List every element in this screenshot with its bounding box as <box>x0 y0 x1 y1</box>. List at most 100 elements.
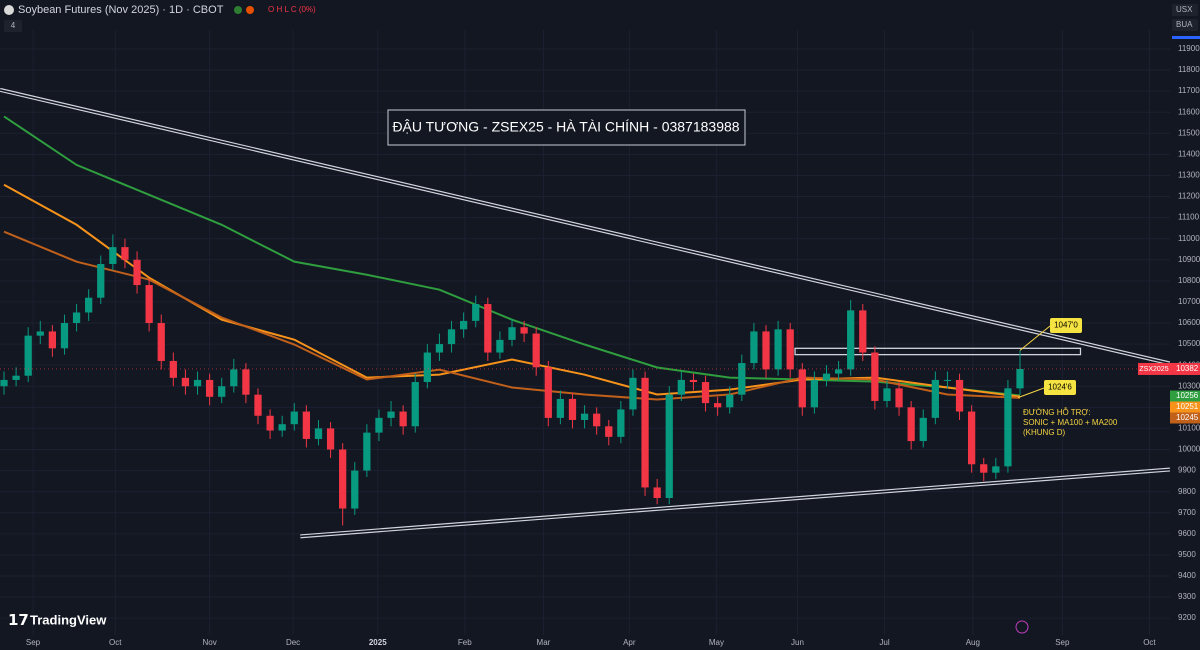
menu-box[interactable] <box>1172 19 1198 31</box>
y-tick-label: 10500 <box>1178 339 1200 348</box>
annotation: SONIC + MA100 + MA200 <box>1023 418 1118 427</box>
candle-body <box>72 312 81 324</box>
candle-body <box>459 320 468 330</box>
candle-body <box>399 411 407 427</box>
y-tick-label: 11800 <box>1178 65 1200 74</box>
annotation: ĐƯỜNG HỖ TRỢ: <box>1023 408 1091 417</box>
indicator-count[interactable]: 4 <box>11 21 16 30</box>
chart-title: ĐẬU TƯƠNG - ZSEX25 - HÀ TÀI CHÍNH - 0387… <box>392 119 739 135</box>
callout-label: 1024'6 <box>1048 383 1072 392</box>
indicator-toggle[interactable] <box>4 20 22 32</box>
ohlc-legend: O H L C (0%) <box>268 5 316 14</box>
ma-tag <box>1170 401 1200 413</box>
currency-box[interactable] <box>1172 4 1198 16</box>
candle-body <box>580 413 589 420</box>
axis-layer: 9200 9300 9400 9500 9600 9700 9800 9900 10000 101… <box>26 44 1200 647</box>
candle-body <box>822 373 831 380</box>
candle-body <box>895 388 903 408</box>
candle-body <box>145 285 153 324</box>
candle-body <box>0 379 8 387</box>
candle-body <box>713 403 722 408</box>
candle-body <box>1004 388 1012 467</box>
candle-body <box>786 329 794 370</box>
logo: TradingView <box>30 612 107 627</box>
candle-body <box>363 432 371 471</box>
y-tick-label: 10900 <box>1178 255 1200 264</box>
y-tick-label: 10000 <box>1178 445 1200 454</box>
logo-mark: 𝟭𝟳 <box>8 612 29 629</box>
candle-body <box>834 369 843 374</box>
candle-body <box>762 331 770 370</box>
candle-body <box>314 428 323 439</box>
candle-body <box>133 259 141 286</box>
replay-icon[interactable] <box>1015 620 1029 634</box>
candle-body <box>205 379 214 397</box>
candle-body <box>665 394 673 498</box>
candle-body <box>97 263 105 298</box>
candle-body <box>556 398 565 418</box>
candle-body <box>109 247 117 264</box>
y-tick-label: 10700 <box>1178 297 1200 306</box>
candle-body <box>931 379 939 418</box>
candle-body <box>85 297 93 313</box>
x-tick-label: Jun <box>791 638 804 647</box>
candle-body <box>544 367 552 418</box>
candle-body <box>254 394 262 416</box>
candle-body <box>568 398 577 420</box>
moving-average <box>3 230 1021 401</box>
symbol-tag-label: ZSX2025 <box>1139 366 1168 373</box>
status-dot <box>234 6 242 14</box>
candle-body <box>157 323 165 361</box>
candle-body <box>653 487 661 498</box>
trendline-core <box>0 89 1171 365</box>
candle-body <box>423 352 431 383</box>
symbol-icon <box>4 5 14 15</box>
x-tick-label: Dec <box>286 638 300 647</box>
candle-body <box>121 247 129 260</box>
candle-body <box>907 407 915 442</box>
candle-body <box>968 411 976 465</box>
candle-body <box>242 369 250 395</box>
candle-body <box>484 304 492 353</box>
y-tick-label: 11500 <box>1178 128 1200 137</box>
callout-box <box>1044 380 1076 395</box>
currency[interactable]: USX <box>1176 5 1193 14</box>
candle-body <box>326 428 335 450</box>
y-tick-label: 11300 <box>1178 171 1200 180</box>
y-tick-label: 11900 <box>1178 44 1200 53</box>
x-tick-label: Feb <box>458 638 472 647</box>
candle-body <box>847 310 855 370</box>
candle-body <box>278 424 286 431</box>
x-tick-label: May <box>709 638 724 647</box>
ma-tag <box>1170 412 1200 424</box>
candle-body <box>302 411 311 439</box>
candle-body <box>798 369 806 408</box>
candle-body <box>1016 368 1024 389</box>
menu[interactable]: BUA <box>1176 20 1193 29</box>
candle-body <box>641 377 649 488</box>
candle-body <box>810 379 819 408</box>
candle-body <box>992 466 1000 473</box>
candle-body <box>689 379 698 383</box>
candle-body <box>387 411 395 418</box>
y-tick-label: 11700 <box>1178 86 1200 95</box>
candle-body <box>677 379 685 395</box>
callout-line <box>1017 387 1045 399</box>
y-tick-label: 10800 <box>1178 276 1200 285</box>
callout-label: 1047'0 <box>1054 321 1078 330</box>
candle-body <box>472 304 480 321</box>
candle-body <box>48 331 57 349</box>
candle-body <box>12 375 20 380</box>
x-tick-label: Nov <box>202 638 216 647</box>
y-tick-label: 11200 <box>1178 192 1200 201</box>
y-tick-label: 9700 <box>1178 508 1196 517</box>
y-tick-label: 9800 <box>1178 487 1196 496</box>
y-tick-label: 9500 <box>1178 550 1196 559</box>
candle-body <box>36 331 44 336</box>
symbol[interactable]: Soybean Futures (Nov 2025) · 1D · CBOT <box>18 4 224 16</box>
candle-body <box>351 470 359 509</box>
y-tick-label: 9300 <box>1178 592 1196 601</box>
candle-body <box>218 386 226 397</box>
candle-body <box>738 363 746 395</box>
scale-marker <box>1172 36 1200 39</box>
